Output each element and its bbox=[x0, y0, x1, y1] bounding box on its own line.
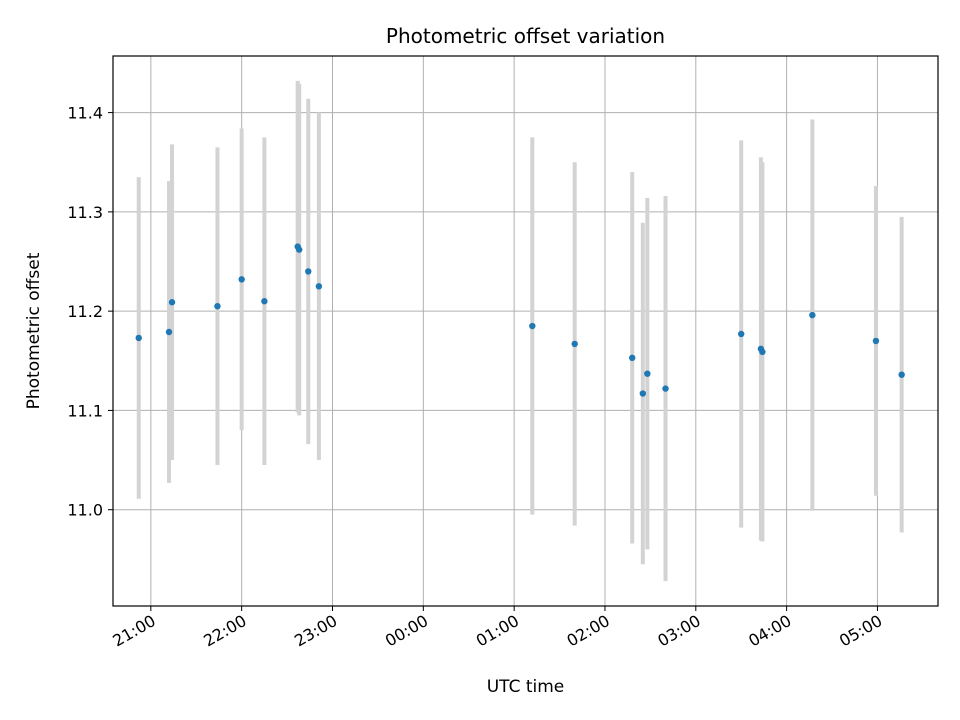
x-tick-label: 03:00 bbox=[654, 611, 703, 651]
data-point bbox=[295, 246, 303, 253]
x-tick-label: 22:00 bbox=[200, 611, 249, 651]
data-point bbox=[571, 340, 578, 348]
data-point bbox=[639, 390, 647, 397]
y-axis-title: Photometric offset bbox=[24, 252, 44, 409]
x-axis-title: UTC time bbox=[487, 677, 565, 697]
data-point bbox=[168, 299, 176, 306]
data-point bbox=[238, 276, 245, 283]
chart-title: Photometric offset variation bbox=[386, 24, 665, 48]
grid bbox=[113, 56, 938, 606]
y-tick-label: 11.3 bbox=[67, 203, 103, 222]
data-point bbox=[759, 348, 766, 356]
data-point bbox=[135, 334, 142, 342]
error-bars bbox=[136, 80, 904, 582]
data-point bbox=[738, 330, 745, 338]
x-tick-label: 21:00 bbox=[109, 611, 158, 651]
x-tick-label: 02:00 bbox=[564, 611, 613, 651]
data-point bbox=[644, 370, 651, 377]
plot-frame bbox=[112, 55, 939, 607]
x-axis-ticks: 21:00 22:00 23:00 00:00 01:00 02:00 03:00 04:00… bbox=[109, 606, 885, 651]
x-tick-label: 04:00 bbox=[745, 611, 794, 651]
x-tick-label: 23:00 bbox=[291, 611, 340, 651]
data-point bbox=[898, 371, 905, 378]
y-tick-label: 11.1 bbox=[67, 401, 103, 420]
data-points bbox=[135, 243, 905, 397]
data-point bbox=[165, 328, 173, 336]
x-tick-label: 05:00 bbox=[836, 611, 885, 651]
y-tick-label: 11.0 bbox=[67, 501, 103, 520]
y-axis-ticks: 11.0 11.1 11.2 11.3 11.4 bbox=[67, 104, 113, 520]
data-point bbox=[809, 311, 816, 319]
data-point bbox=[315, 283, 323, 290]
data-point bbox=[662, 385, 669, 392]
data-point bbox=[261, 298, 268, 305]
data-point bbox=[629, 354, 636, 362]
x-tick-label: 00:00 bbox=[382, 611, 431, 651]
y-tick-label: 11.2 bbox=[67, 302, 103, 321]
x-tick-label: 01:00 bbox=[473, 611, 522, 651]
y-tick-label: 11.4 bbox=[67, 104, 103, 123]
data-point bbox=[872, 337, 880, 345]
data-point bbox=[214, 302, 221, 310]
data-point bbox=[305, 268, 312, 275]
data-point bbox=[529, 322, 536, 330]
